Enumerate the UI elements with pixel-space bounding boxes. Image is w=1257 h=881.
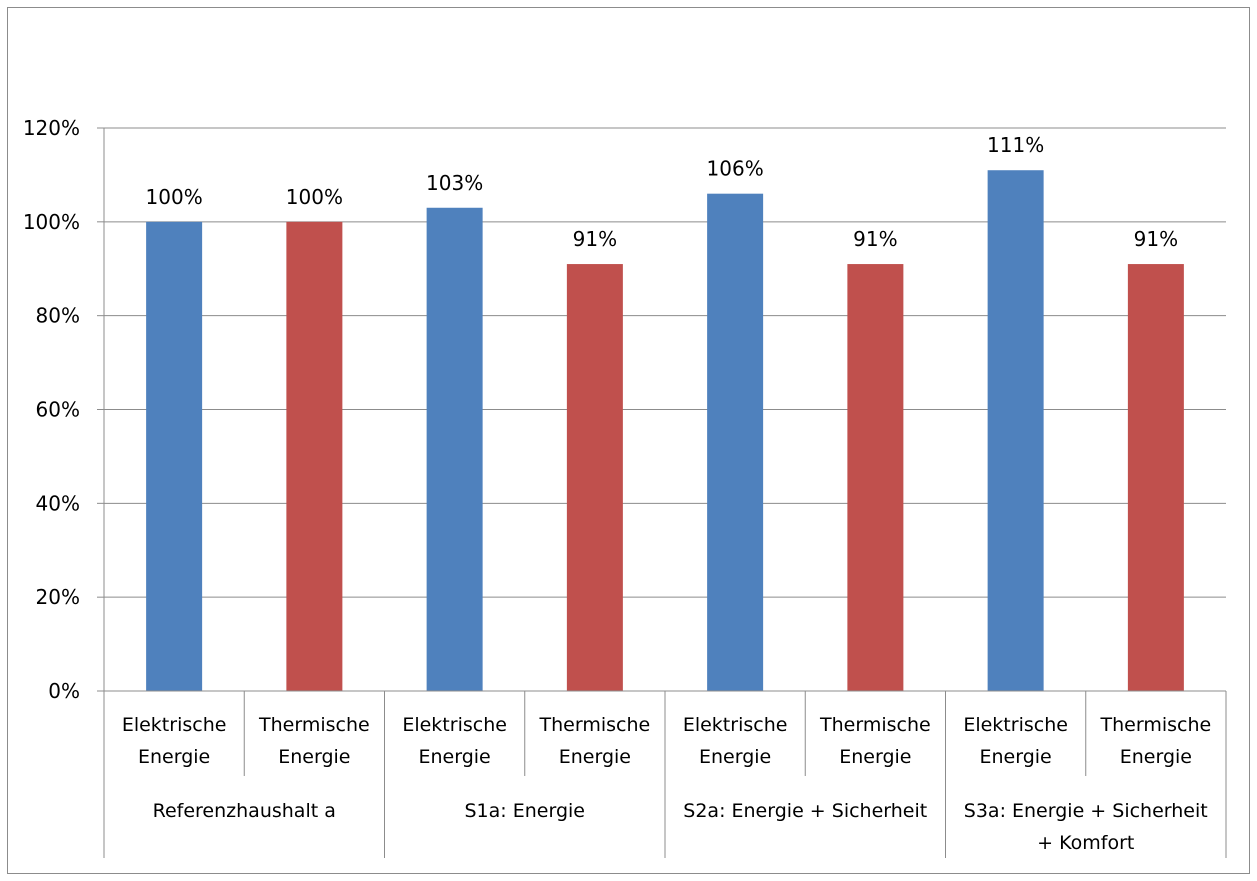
bar [1127, 264, 1184, 691]
group-label: S3a: Energie + Sicherheit [964, 800, 1208, 822]
category-label: Elektrische [122, 714, 227, 736]
category-label: Thermische [1100, 714, 1212, 736]
category-label: Thermische [539, 714, 651, 736]
y-tick-label: 0% [48, 679, 80, 703]
data-label: 111% [987, 133, 1044, 157]
category-label: Energie [839, 746, 911, 768]
bar [566, 264, 623, 691]
y-tick-label: 60% [36, 398, 80, 422]
category-label: Energie [559, 746, 631, 768]
category-label: Elektrische [402, 714, 507, 736]
data-labels: 100% 100% 103% 91% 106% 91% 111% 91% [146, 133, 1179, 251]
category-label: Thermische [258, 714, 370, 736]
y-tick-label: 40% [36, 491, 80, 515]
category-label: Energie [1120, 746, 1192, 768]
data-label: 100% [146, 185, 203, 209]
category-label: Energie [419, 746, 491, 768]
y-tick-label: 100% [23, 210, 80, 234]
y-tick-label: 120% [23, 116, 80, 140]
data-label: 91% [853, 227, 897, 251]
category-label: Thermische [819, 714, 931, 736]
group-label: + Komfort [1037, 832, 1134, 854]
y-tick-label: 20% [36, 585, 80, 609]
data-label: 91% [573, 227, 617, 251]
bar [847, 264, 904, 691]
bar [146, 221, 203, 692]
category-label: Energie [980, 746, 1052, 768]
group-label: S1a: Energie [465, 800, 585, 822]
bars [146, 170, 1184, 692]
category-label: Energie [138, 746, 210, 768]
category-label: Elektrische [963, 714, 1068, 736]
data-label: 106% [707, 157, 764, 181]
bar [286, 221, 343, 692]
x-axis: Elektrische Energie Thermische Energie Elekt… [103, 690, 1227, 858]
y-axis-ticks: 0% 20% 40% 60% 80% 100% 120% [23, 116, 80, 703]
data-label: 103% [426, 171, 483, 195]
category-label: Energie [699, 746, 771, 768]
bar [426, 207, 483, 691]
group-label: S2a: Energie + Sicherheit [683, 800, 927, 822]
category-label: Energie [278, 746, 350, 768]
group-label: Referenzhaushalt a [153, 800, 336, 822]
y-tick-label: 80% [36, 304, 80, 328]
bar [987, 170, 1044, 692]
data-label: 91% [1134, 227, 1178, 251]
data-label: 100% [286, 185, 343, 209]
category-label: Elektrische [683, 714, 788, 736]
bar [707, 193, 764, 691]
